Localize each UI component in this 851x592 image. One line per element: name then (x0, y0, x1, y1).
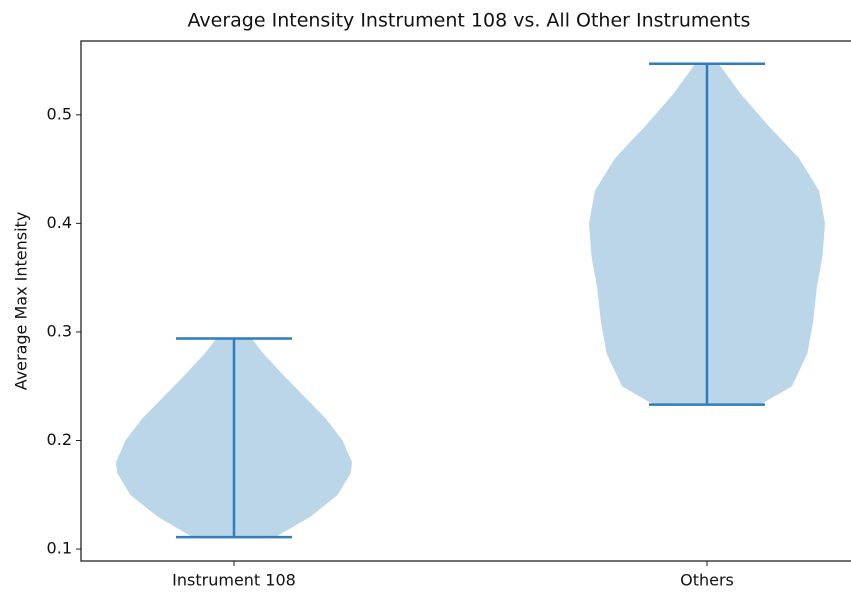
y-tick-label: 0.5 (47, 104, 72, 123)
y-tick-label: 0.1 (47, 539, 72, 558)
x-tick-label: Instrument 108 (172, 571, 296, 590)
y-tick-label: 0.4 (47, 213, 72, 232)
x-tick-label: Others (680, 571, 734, 590)
y-axis-label: Average Max Intensity (12, 212, 31, 391)
plot-frame (80, 40, 851, 562)
y-tick-label: 0.2 (47, 430, 72, 449)
chart-title: Average Intensity Instrument 108 vs. All… (188, 10, 751, 32)
y-tick-label: 0.3 (47, 321, 72, 340)
